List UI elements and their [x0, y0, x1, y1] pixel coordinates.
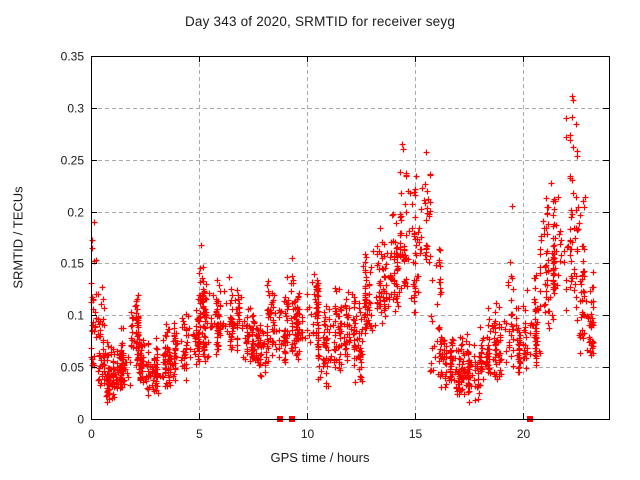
- y-tick-label: 0: [77, 413, 84, 427]
- y-tick-label: 0.05: [61, 361, 85, 375]
- chart-title: Day 343 of 2020, SRMTID for receiver sey…: [184, 14, 456, 29]
- x-axis-label: GPS time / hours: [270, 450, 370, 465]
- x-tick-label: 20: [517, 427, 531, 441]
- y-tick-label: 0.15: [61, 257, 85, 271]
- x-tick-label: 15: [409, 427, 423, 441]
- x-tick-label: 10: [301, 427, 315, 441]
- y-tick-label: 0.3: [67, 102, 84, 116]
- y-tick-label: 0.2: [67, 206, 84, 220]
- plot-border: [91, 56, 610, 420]
- scatter-series-srmtid: [88, 93, 597, 406]
- x-tick-label: 0: [88, 427, 95, 441]
- y-tick-label: 0.1: [67, 309, 84, 323]
- x-tick-label: 5: [196, 427, 203, 441]
- y-tick-label: 0.35: [61, 50, 85, 64]
- y-tick-label: 0.25: [61, 154, 85, 168]
